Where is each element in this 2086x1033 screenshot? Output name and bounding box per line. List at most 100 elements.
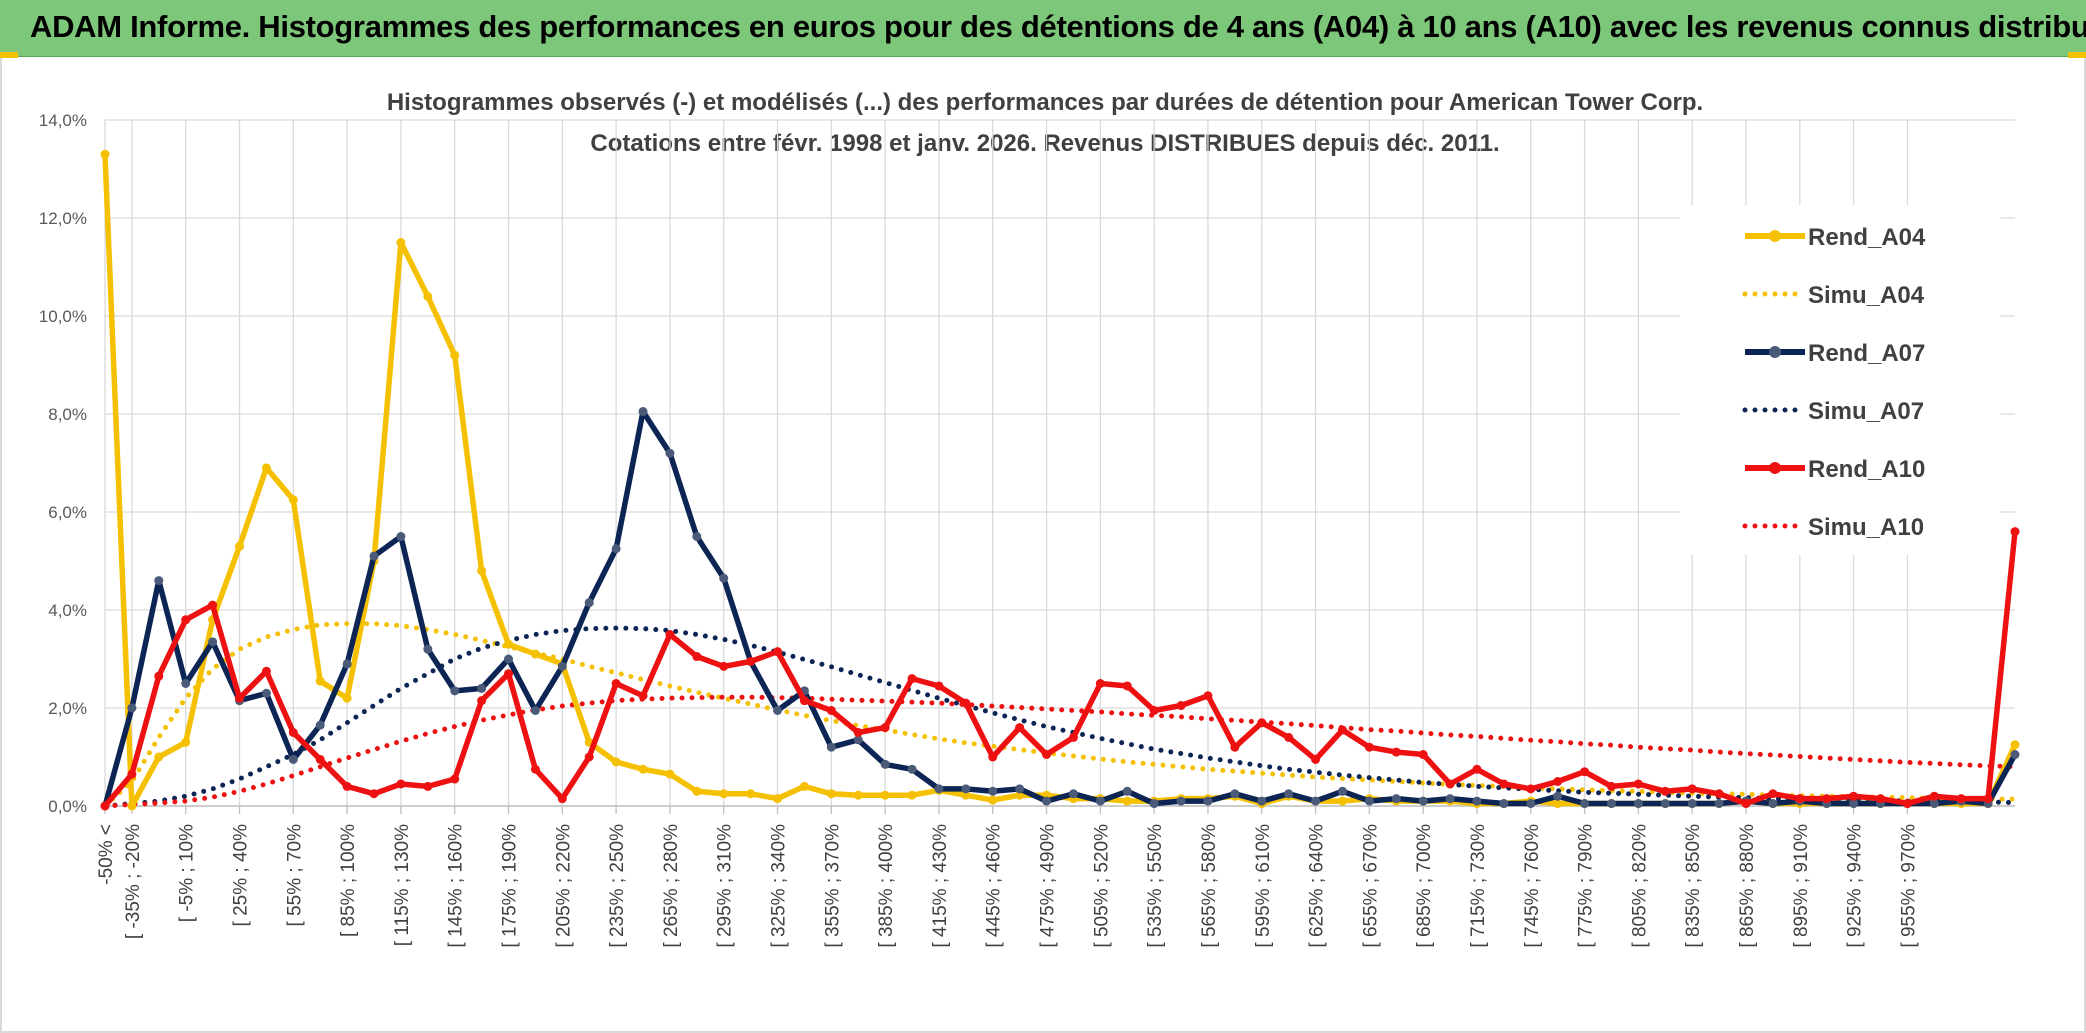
point-rend-a10 bbox=[1284, 732, 1294, 742]
point-rend-a10 bbox=[1849, 791, 1859, 801]
point-rend-a10 bbox=[369, 789, 379, 799]
point-rend-a07 bbox=[1230, 789, 1240, 799]
point-rend-a04 bbox=[235, 541, 245, 551]
point-rend-a10 bbox=[1929, 791, 1939, 801]
point-rend-a10 bbox=[1042, 750, 1052, 760]
point-rend-a04 bbox=[181, 737, 191, 747]
point-rend-a10 bbox=[181, 615, 191, 625]
point-rend-a07 bbox=[907, 764, 917, 774]
series-line-simu-a07 bbox=[102, 625, 2018, 809]
point-rend-a07 bbox=[1203, 796, 1213, 806]
point-rend-a04 bbox=[423, 291, 433, 301]
chart-title-line-2: Cotations entre févr. 1998 et janv. 2026… bbox=[590, 130, 1499, 157]
point-rend-a10 bbox=[288, 728, 298, 737]
point-rend-a10 bbox=[127, 769, 137, 779]
point-rend-a10 bbox=[1875, 794, 1885, 804]
x-tick-label: [ 565% ; 580% bbox=[1199, 824, 1220, 948]
point-rend-a07 bbox=[1714, 799, 1724, 809]
x-tick-label: [ 145% ; 160% bbox=[446, 824, 467, 948]
x-axis: -50% < [ -35% ; -20% [ -5% ; 10% [ 25% ; 40… bbox=[96, 805, 2015, 948]
point-rend-a04 bbox=[719, 789, 729, 799]
point-rend-a04 bbox=[100, 149, 110, 159]
report-banner: ADAM Informe. Histogrammes des performan… bbox=[0, 0, 2086, 57]
legend-label: Rend_A10 bbox=[1808, 456, 1925, 483]
point-rend-a07 bbox=[1445, 794, 1455, 804]
point-rend-a07 bbox=[1418, 796, 1428, 806]
series-lines bbox=[100, 149, 2020, 811]
point-rend-a07 bbox=[315, 720, 325, 730]
point-rend-a04 bbox=[477, 566, 487, 576]
point-rend-a10 bbox=[1606, 781, 1616, 791]
point-rend-a07 bbox=[1687, 799, 1697, 809]
point-rend-a07 bbox=[208, 637, 218, 647]
point-rend-a07 bbox=[1660, 799, 1670, 809]
point-rend-a04 bbox=[1553, 799, 1563, 809]
point-rend-a04 bbox=[504, 639, 514, 649]
point-rend-a04 bbox=[1337, 796, 1347, 806]
corner-accent-left bbox=[0, 52, 18, 58]
point-rend-a04 bbox=[2010, 740, 2020, 750]
point-rend-a10 bbox=[1068, 732, 1078, 742]
point-rend-a04 bbox=[154, 752, 164, 762]
x-tick-label: [ 955% ; 970% bbox=[1898, 824, 1919, 948]
point-rend-a10 bbox=[665, 630, 675, 639]
point-rend-a04 bbox=[396, 238, 406, 247]
point-rend-a07 bbox=[638, 407, 648, 417]
point-rend-a07 bbox=[934, 784, 944, 794]
x-tick-label: [ 295% ; 310% bbox=[715, 824, 736, 948]
point-rend-a10 bbox=[1902, 799, 1912, 809]
point-rend-a10 bbox=[261, 666, 271, 676]
point-rend-a07 bbox=[342, 659, 352, 669]
x-tick-label: [ 715% ; 730% bbox=[1468, 824, 1489, 948]
point-rend-a07 bbox=[773, 705, 783, 715]
point-rend-a10 bbox=[826, 705, 836, 715]
point-rend-a10 bbox=[1095, 679, 1105, 688]
x-tick-label: [ 865% ; 880% bbox=[1737, 824, 1758, 948]
point-rend-a07 bbox=[1499, 799, 1509, 809]
point-rend-a10 bbox=[342, 781, 352, 791]
legend: Rend_A04 Simu_A04 Rend_A07 Simu_A07 Rend_A10… bbox=[1680, 205, 2000, 555]
point-rend-a10 bbox=[477, 696, 487, 706]
point-rend-a10 bbox=[1714, 789, 1724, 799]
corner-accent-right bbox=[2068, 52, 2086, 58]
point-rend-a10 bbox=[396, 779, 406, 789]
point-rend-a04 bbox=[665, 769, 675, 779]
x-tick-label: [ 415% ; 430% bbox=[930, 824, 951, 948]
point-rend-a10 bbox=[907, 674, 917, 684]
point-rend-a07 bbox=[1526, 799, 1536, 809]
x-tick-label: [ 805% ; 820% bbox=[1629, 824, 1650, 948]
point-rend-a07 bbox=[1768, 799, 1778, 809]
point-rend-a07 bbox=[1633, 799, 1643, 809]
point-rend-a10 bbox=[853, 728, 863, 737]
point-rend-a10 bbox=[1956, 794, 1966, 804]
point-rend-a10 bbox=[746, 656, 756, 666]
point-rend-a07 bbox=[853, 735, 863, 745]
point-rend-a04 bbox=[799, 781, 809, 791]
point-rend-a10 bbox=[1445, 779, 1455, 789]
point-rend-a07 bbox=[127, 703, 137, 713]
point-rend-a10 bbox=[773, 647, 783, 657]
x-tick-label: [ 895% ; 910% bbox=[1791, 824, 1812, 948]
point-rend-a04 bbox=[611, 757, 621, 767]
point-rend-a10 bbox=[208, 600, 218, 610]
point-rend-a10 bbox=[611, 679, 621, 688]
point-rend-a04 bbox=[826, 789, 836, 799]
point-rend-a07 bbox=[611, 544, 621, 554]
legend-marker bbox=[1769, 462, 1781, 474]
y-tick-label: 4,0% bbox=[48, 601, 87, 620]
point-rend-a10 bbox=[1230, 742, 1240, 752]
point-rend-a10 bbox=[584, 752, 594, 762]
point-rend-a04 bbox=[261, 463, 271, 473]
point-rend-a07 bbox=[1472, 796, 1482, 806]
point-rend-a04 bbox=[907, 790, 917, 800]
point-rend-a10 bbox=[1203, 691, 1213, 701]
point-rend-a10 bbox=[2010, 527, 2020, 537]
x-tick-label: [ 115% ; 130% bbox=[392, 824, 413, 946]
point-rend-a10 bbox=[100, 801, 110, 811]
point-rend-a10 bbox=[1364, 742, 1374, 752]
point-rend-a10 bbox=[1526, 784, 1536, 794]
point-rend-a07 bbox=[1553, 791, 1563, 801]
legend-label: Simu_A04 bbox=[1808, 282, 1925, 309]
point-rend-a10 bbox=[1741, 799, 1751, 809]
point-rend-a07 bbox=[1849, 799, 1859, 809]
